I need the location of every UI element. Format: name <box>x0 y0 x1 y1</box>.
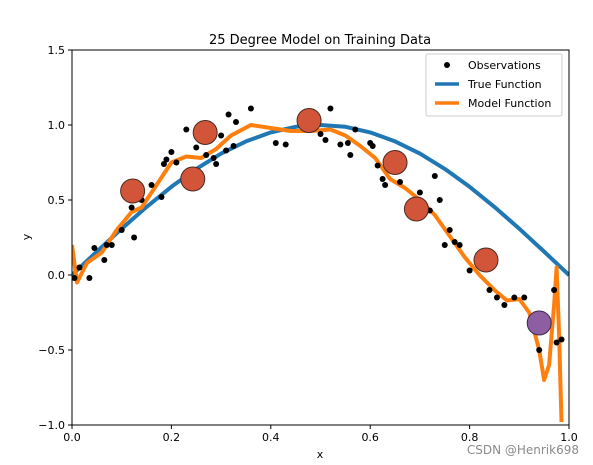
observation-point <box>148 182 155 188</box>
observation-point <box>416 189 423 196</box>
y-tick-label: 0.5 <box>48 194 66 207</box>
observation-point <box>128 204 135 211</box>
highlighted-point <box>192 120 218 145</box>
observation-point <box>558 336 565 343</box>
highlighted-point <box>382 150 408 175</box>
observation-point <box>282 141 289 148</box>
observation-point <box>91 245 98 251</box>
x-tick-label: 0.0 <box>63 431 81 444</box>
highlighted-point <box>120 178 146 204</box>
observation-point <box>223 147 230 154</box>
observation-point <box>225 111 232 118</box>
y-tick-label: −1.0 <box>38 419 65 432</box>
observation-point <box>203 152 210 158</box>
legend-model-function-label: Model Function <box>468 97 551 110</box>
observation-point <box>493 294 500 301</box>
observation-point <box>352 126 359 133</box>
y-tick-label: −0.5 <box>38 344 65 357</box>
observation-point <box>86 275 93 281</box>
observation-point <box>446 227 453 233</box>
highlighted-point <box>403 196 429 222</box>
observation-point <box>131 234 138 241</box>
axis-ticks: 0.0 0.2 0.4 0.6 0.8 1.0 −1.0 −0.5 0.0 0.5 1.0 1.5 <box>38 44 577 444</box>
observation-point <box>436 197 443 203</box>
observation-point <box>101 257 108 263</box>
observation-point <box>247 105 254 112</box>
x-tick-label: 0.8 <box>461 431 479 444</box>
observation-point <box>374 162 381 169</box>
observation-point <box>344 140 351 146</box>
observation-point <box>213 161 220 167</box>
model-function-line <box>72 123 564 423</box>
x-axis-label: x <box>317 448 324 461</box>
observation-point <box>168 149 175 155</box>
observation-point <box>441 242 448 248</box>
y-tick-label: 1.5 <box>48 44 66 57</box>
y-axis-label: y <box>20 233 33 240</box>
observation-point <box>160 161 167 167</box>
watermark: CSDN @Henrik698 <box>466 443 579 457</box>
observation-point <box>163 156 170 163</box>
observation-point <box>118 227 125 233</box>
observation-point <box>218 132 225 139</box>
observation-point <box>322 137 329 143</box>
y-tick-label: 0.0 <box>48 269 66 282</box>
legend: Observations True Function Model Functio… <box>425 53 563 117</box>
plot-frame <box>71 49 570 426</box>
highlighted-point <box>473 247 499 273</box>
highlighted-special-point <box>526 310 552 336</box>
chart-title: 25 Degree Model on Training Data <box>209 33 431 48</box>
observation-point <box>347 152 354 158</box>
legend-observations-label: Observations <box>468 59 541 72</box>
highlighted-point <box>180 166 206 192</box>
observation-point <box>456 242 463 248</box>
observation-point <box>327 105 334 112</box>
observation-point <box>553 339 560 346</box>
observation-point <box>108 242 115 248</box>
observation-point <box>317 131 324 137</box>
observation-point <box>451 239 458 245</box>
observation-point <box>521 294 528 301</box>
x-tick-label: 0.4 <box>262 431 280 444</box>
observation-point <box>486 287 493 293</box>
observation-point <box>379 176 386 182</box>
observation-point <box>431 173 438 179</box>
observation-point <box>233 119 240 125</box>
observation-point <box>193 144 200 151</box>
observation-point <box>466 267 473 274</box>
observation-point <box>230 143 237 149</box>
observation-point <box>71 275 78 281</box>
observation-point <box>551 287 558 293</box>
observation-point <box>272 140 279 146</box>
observation-point <box>337 141 344 148</box>
y-tick-label: 1.0 <box>48 119 66 132</box>
x-tick-label: 0.6 <box>361 431 379 444</box>
plot-area <box>71 49 570 426</box>
observation-point <box>173 159 180 166</box>
observation-point <box>103 242 110 248</box>
x-tick-label: 1.0 <box>560 431 578 444</box>
legend-true-function-label: True Function <box>467 78 542 91</box>
observation-point <box>536 347 543 353</box>
highlighted-point <box>296 108 322 133</box>
observation-point <box>369 143 376 149</box>
observation-point <box>76 264 83 271</box>
legend-observations-marker <box>444 62 450 68</box>
observation-point <box>501 302 508 308</box>
observation-point <box>397 179 404 185</box>
observation-point <box>511 294 518 301</box>
x-tick-label: 0.2 <box>163 431 181 444</box>
observation-point <box>210 155 217 161</box>
observation-point <box>382 182 389 188</box>
observation-point <box>158 194 165 200</box>
observation-point <box>183 126 190 133</box>
legend-frame <box>425 53 563 117</box>
